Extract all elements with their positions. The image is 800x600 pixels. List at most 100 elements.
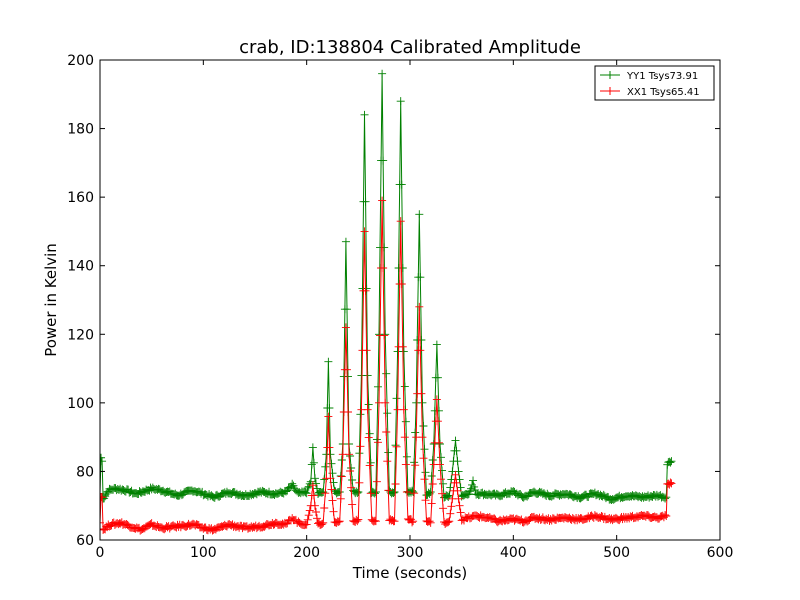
data-point: [569, 493, 578, 502]
data-point: [541, 490, 550, 499]
data-point: [321, 462, 330, 471]
data-point: [341, 323, 350, 332]
data-point: [170, 490, 179, 499]
data-point: [383, 457, 392, 466]
legend: YY1 Tsys73.91 XX1 Tsys65.41: [594, 65, 715, 101]
data-point: [469, 476, 478, 485]
data-point: [427, 499, 436, 508]
data-point: [443, 491, 452, 500]
series-1: [100, 196, 676, 535]
data-point: [437, 475, 445, 484]
data-point: [666, 458, 675, 467]
data-point: [231, 523, 240, 532]
data-point: [353, 517, 362, 526]
data-point: [421, 496, 430, 505]
data-point: [176, 489, 185, 498]
data-point: [337, 472, 346, 481]
data-point: [401, 417, 410, 426]
data-point: [363, 405, 372, 414]
y-tick-label: 120: [67, 327, 94, 343]
data-point: [342, 365, 351, 374]
data-point: [325, 443, 334, 452]
data-point: [388, 515, 397, 524]
data-point: [647, 513, 656, 522]
data-point: [320, 504, 329, 512]
data-point: [324, 412, 333, 421]
data-point: [579, 515, 588, 524]
data-point: [381, 330, 390, 339]
data-point: [307, 460, 316, 469]
data-point: [100, 518, 104, 527]
data-point: [379, 264, 388, 272]
data-point: [439, 479, 448, 488]
data-point: [104, 520, 113, 529]
data-point: [180, 488, 189, 497]
data-point: [543, 516, 552, 525]
data-point: [324, 357, 333, 366]
data-point: [419, 422, 428, 430]
data-point: [305, 506, 314, 515]
data-point: [416, 346, 425, 355]
data-point: [371, 517, 380, 526]
data-point: [303, 483, 312, 492]
data-point: [419, 454, 428, 463]
data-point: [391, 441, 400, 450]
data-point: [346, 467, 355, 475]
data-point: [161, 488, 170, 497]
data-point: [453, 486, 462, 495]
data-point: [320, 475, 329, 484]
data-point: [426, 488, 435, 496]
data-point: [498, 491, 507, 500]
data-point: [433, 373, 442, 382]
data-point: [308, 481, 317, 490]
data-point: [426, 518, 435, 527]
y-tick-label: 60: [76, 533, 94, 549]
data-point: [665, 457, 674, 466]
data-point: [310, 474, 319, 483]
x-tick-label: 100: [190, 545, 217, 561]
data-point: [311, 508, 320, 516]
x-tick-label: 200: [293, 545, 320, 561]
data-point: [137, 488, 146, 497]
data-point: [302, 520, 311, 529]
data-point: [427, 472, 436, 480]
data-point: [667, 457, 676, 466]
data-point: [432, 340, 441, 349]
data-point: [344, 408, 352, 416]
data-point: [181, 487, 190, 496]
data-point: [163, 523, 172, 532]
data-point: [308, 443, 317, 452]
data-point: [390, 488, 399, 496]
data-point: [211, 491, 220, 500]
data-point: [640, 511, 649, 520]
data-point: [383, 409, 392, 418]
data-point: [363, 371, 372, 380]
data-point: [353, 489, 362, 498]
data-point: [420, 475, 429, 484]
data-point: [421, 468, 430, 477]
y-tick-label: 80: [76, 464, 94, 480]
data-point: [364, 433, 373, 442]
data-point: [366, 489, 375, 498]
data-point: [415, 210, 424, 219]
data-point: [438, 489, 447, 498]
data-point: [397, 180, 406, 189]
data-point: [252, 524, 261, 533]
data-point: [371, 488, 380, 496]
data-point: [364, 400, 373, 409]
data-point: [631, 491, 640, 500]
data-point: [360, 110, 369, 119]
data-point: [611, 513, 620, 522]
data-point: [409, 517, 418, 526]
data-point: [547, 492, 556, 501]
data-point: [354, 515, 363, 524]
series-layer: [100, 69, 676, 535]
data-point: [433, 417, 442, 426]
data-point: [446, 509, 455, 518]
data-point: [356, 442, 365, 451]
data-point: [245, 491, 254, 500]
data-point: [313, 514, 321, 523]
data-point: [411, 428, 420, 437]
data-point: [468, 480, 476, 489]
data-point: [452, 478, 461, 487]
